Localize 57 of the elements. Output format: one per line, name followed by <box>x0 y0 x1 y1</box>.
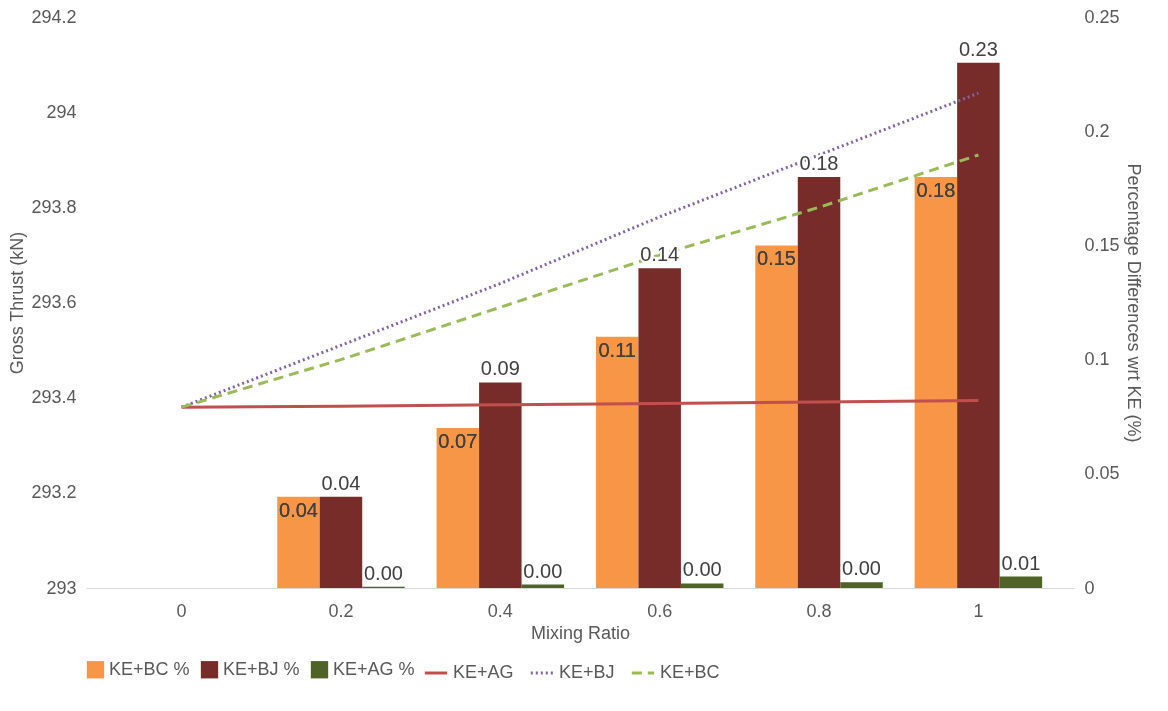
legend-label: KE+BJ % <box>223 658 300 679</box>
y-tick-label: 293 <box>46 577 77 598</box>
x-tick-label: 0 <box>176 600 187 621</box>
y-tick-label: 293.2 <box>31 482 77 503</box>
data-label: 0.15 <box>757 247 797 270</box>
bar <box>479 382 522 588</box>
y-tick-label: 294 <box>46 101 77 122</box>
bar <box>840 582 883 588</box>
bar <box>914 176 958 588</box>
x-tick-label: 0.6 <box>647 600 673 621</box>
line-series <box>180 153 980 409</box>
y2-tick-label: 0.25 <box>1084 6 1120 27</box>
legend-label: KE+AG % <box>333 658 415 679</box>
y-tick-label: 293.8 <box>31 196 77 217</box>
bar <box>277 496 320 588</box>
y2-tick-label: 0 <box>1084 577 1095 598</box>
data-label: 0.09 <box>480 357 520 380</box>
data-label: 0.11 <box>598 338 636 361</box>
data-label: 0.18 <box>799 151 839 174</box>
x-tick-label: 0.8 <box>806 600 832 621</box>
x-axis-title: Mixing Ratio <box>530 622 631 643</box>
data-label: 0.04 <box>279 498 318 521</box>
y2-tick-label: 0.15 <box>1084 234 1120 255</box>
x-tick-label: 0.4 <box>487 600 513 621</box>
legend-label: KE+AG <box>453 662 514 682</box>
data-label: 0.00 <box>523 559 563 582</box>
y2-tick-label: 0.1 <box>1084 349 1110 370</box>
data-label: 0.23 <box>958 37 998 60</box>
bar <box>999 576 1043 588</box>
x-tick-label: 0.2 <box>328 600 354 621</box>
data-label: 0.07 <box>438 430 478 453</box>
data-label: 0.01 <box>1001 551 1041 574</box>
bar <box>957 62 1000 588</box>
bar <box>638 268 681 588</box>
y-tick-label: 293.4 <box>31 387 77 408</box>
data-label: 0.00 <box>842 557 881 580</box>
y-tick-label: 294.2 <box>31 6 77 27</box>
y2-axis-title: Percentage Differences wrt KE (%) <box>1123 163 1144 443</box>
bar <box>755 245 798 588</box>
data-label: 0.04 <box>321 471 361 494</box>
bar <box>595 336 639 588</box>
bar <box>436 428 480 588</box>
data-label: 0.00 <box>682 558 722 581</box>
legend-label: KE+BJ <box>559 662 615 682</box>
bar <box>797 176 841 588</box>
legend-label: KE+BC % <box>109 658 190 679</box>
y-tick-label: 293.6 <box>31 292 77 312</box>
bar <box>680 583 724 588</box>
data-label: 0.00 <box>363 561 403 584</box>
y2-tick-label: 0.2 <box>1084 120 1110 141</box>
legend-label: KE+BC <box>660 662 720 682</box>
y-axis-title: Gross Thrust (kN) <box>7 231 28 375</box>
line-series <box>180 399 980 409</box>
bar <box>319 496 363 588</box>
data-label: 0.18 <box>916 178 956 201</box>
x-tick-label: 1 <box>973 600 984 621</box>
y2-tick-label: 0.05 <box>1084 463 1120 484</box>
